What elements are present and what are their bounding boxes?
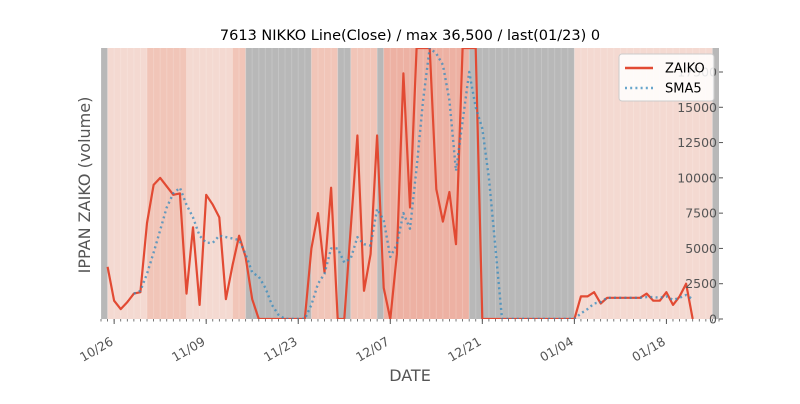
background-band — [101, 48, 108, 319]
legend-zaiko-label: ZAIKO — [665, 62, 705, 77]
background-band — [377, 48, 384, 319]
background-bands — [100, 48, 719, 319]
y-tick-label: 0 — [709, 312, 717, 327]
y-tick-label: 12500 — [677, 135, 717, 150]
y-tick-label: 7500 — [685, 206, 717, 221]
chart-title: 7613 NIKKO Line(Close) / max 36,500 / la… — [220, 28, 600, 44]
legend-sma5-label: SMA5 — [665, 82, 702, 97]
legend: ZAIKO SMA5 — [618, 53, 715, 102]
series-line-zaiko — [106, 48, 694, 319]
y-axis-label: IPPAN ZAIKO (volume) — [75, 97, 94, 274]
background-band — [469, 48, 575, 319]
legend-box — [618, 53, 715, 102]
y-tick-label: 10000 — [677, 170, 717, 185]
series-lines — [106, 48, 694, 319]
background-band — [337, 48, 351, 319]
background-band — [383, 48, 470, 319]
background-band — [107, 48, 148, 319]
y-tick-label: 5000 — [685, 241, 717, 256]
x-axis-label: DATE — [389, 366, 431, 385]
series-line-sma5 — [133, 48, 694, 319]
y-tick-label: 15000 — [677, 100, 717, 115]
background-band — [712, 48, 719, 319]
y-tick-label: 2500 — [685, 276, 717, 291]
